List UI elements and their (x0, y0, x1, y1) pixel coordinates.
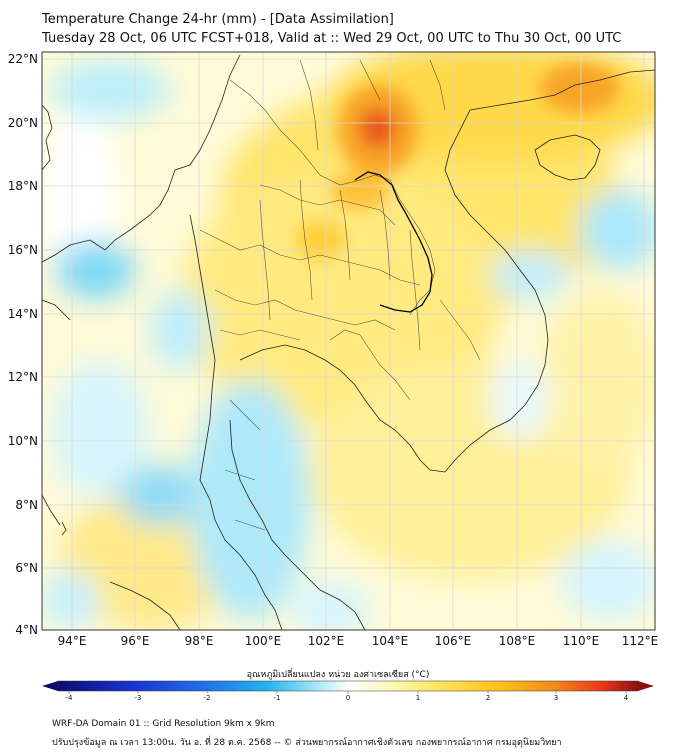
lon-label: 112°E (621, 634, 659, 648)
lat-label: 20°N (7, 116, 38, 130)
map-title: Temperature Change 24-hr (mm) - [Data As… (42, 12, 394, 27)
colorbar-tick-label: -3 (134, 694, 142, 702)
colorbar-tick-label: -1 (273, 694, 281, 702)
lat-label: 6°N (15, 561, 38, 575)
lon-label: 106°E (434, 634, 472, 648)
lon-label: 108°E (498, 634, 536, 648)
lat-label: 4°N (15, 623, 38, 637)
colorbar-min-arrow-icon (42, 681, 58, 691)
colorbar-tick-label: -2 (203, 694, 211, 702)
colorbar-tick-label: 2 (485, 694, 491, 702)
lat-label: 14°N (7, 307, 38, 321)
lon-label: 100°E (244, 634, 282, 648)
colorbar-tick-label: 0 (345, 694, 351, 702)
colorbar-tick-label: 4 (623, 694, 629, 702)
colorbar-max-arrow-icon (638, 681, 654, 691)
colorbar-ticks (68, 691, 627, 694)
colorbar-tick-label: -4 (65, 694, 73, 702)
lon-label: 110°E (562, 634, 600, 648)
map-subtitle: Tuesday 28 Oct, 06 UTC FCST+018, Valid a… (42, 31, 622, 46)
colorbar-tick-label: 1 (415, 694, 421, 702)
lon-label: 98°E (184, 634, 214, 648)
mekong-border (354, 171, 433, 313)
colorbar-gradient (57, 680, 639, 692)
colorbar-title: อุณหภูมิเปลี่ยนแปลง หน่วย องศาเซลเซียส (… (246, 670, 430, 680)
lat-label: 22°N (7, 52, 38, 66)
lon-label: 94°E (57, 634, 87, 648)
map-frame (41, 51, 656, 631)
lon-label: 102°E (307, 634, 345, 648)
grid-lines (42, 52, 655, 630)
lon-label: 96°E (120, 634, 150, 648)
lat-label: 12°N (7, 370, 38, 384)
lon-label: 104°E (371, 634, 409, 648)
lat-label: 10°N (7, 434, 38, 448)
coastlines (42, 54, 655, 630)
lat-label: 8°N (15, 498, 38, 512)
footer-model-info: WRF-DA Domain 01 :: Grid Resolution 9km … (52, 719, 275, 729)
footer-credit: ปรับปรุงข้อมูล ณ เวลา 13:00น. วัน อ. ที่… (52, 738, 562, 748)
colorbar-tick-label: 3 (553, 694, 559, 702)
temperature-field (42, 52, 655, 630)
lat-label: 18°N (7, 179, 38, 193)
lat-label: 16°N (7, 243, 38, 257)
